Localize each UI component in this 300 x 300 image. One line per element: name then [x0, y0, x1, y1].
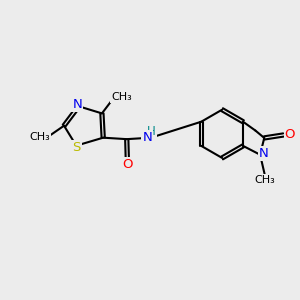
Text: O: O [122, 158, 133, 171]
Text: N: N [142, 131, 152, 144]
Text: N: N [259, 147, 268, 160]
Text: CH₃: CH₃ [111, 92, 132, 102]
Text: CH₃: CH₃ [29, 132, 50, 142]
Text: O: O [285, 128, 295, 142]
Text: CH₃: CH₃ [254, 175, 275, 185]
Text: H: H [147, 125, 156, 138]
Text: N: N [72, 98, 82, 111]
Text: S: S [72, 141, 80, 154]
